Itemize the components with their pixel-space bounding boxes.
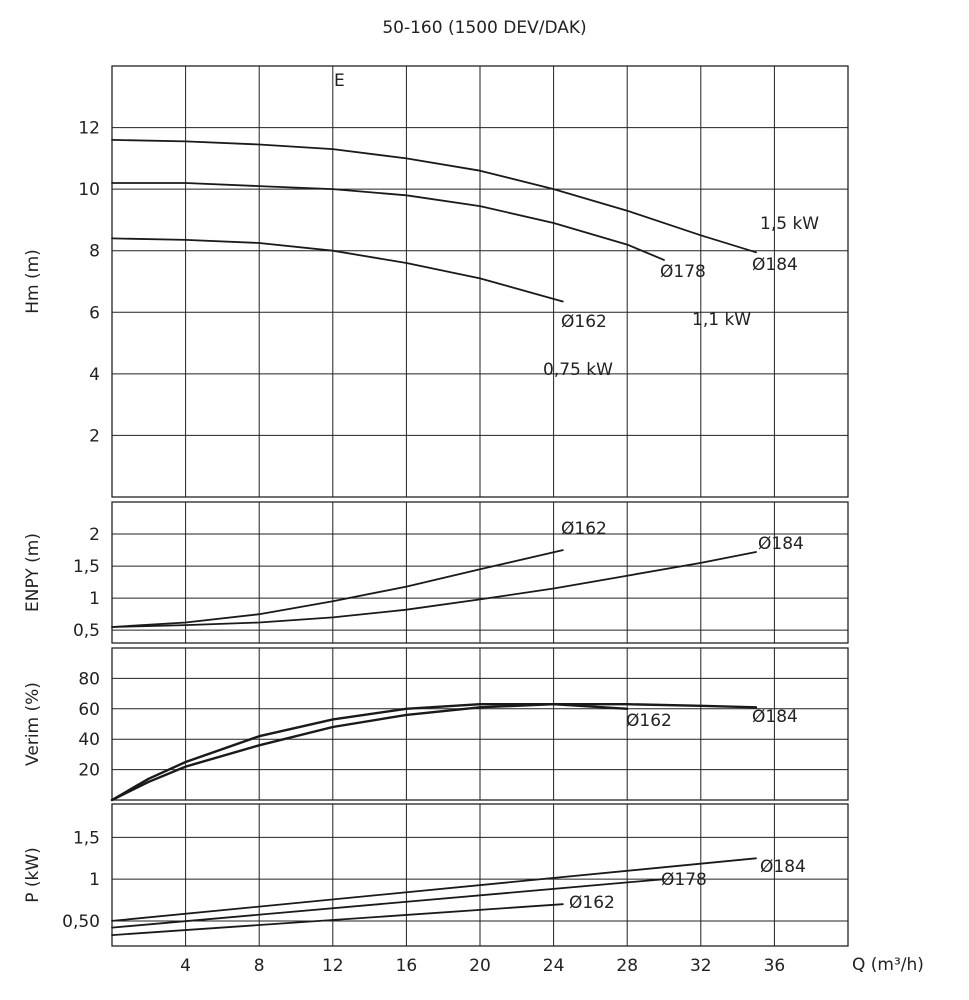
npsh-y-tick-label: 2 — [89, 525, 100, 545]
x-tick-label: 12 — [322, 956, 344, 976]
power-series-label: Ø162 — [569, 893, 615, 913]
head-y-tick-label: 6 — [89, 303, 100, 323]
motor-power-annotation: 0,75 kW — [543, 360, 613, 380]
npsh-curve — [111, 549, 564, 628]
head-y-tick-label: 4 — [89, 365, 100, 385]
head-y-tick-label: 2 — [89, 426, 100, 446]
head-annotation-e: E — [334, 71, 345, 91]
head-curve — [111, 182, 665, 261]
x-axis-label: Q (m³/h) — [852, 955, 924, 975]
head-curve — [111, 237, 564, 303]
chart-title: 50-160 (1500 DEV/DAK) — [382, 18, 587, 38]
npsh-y-tick-label: 1 — [89, 589, 100, 609]
npsh-y-tick-label: 0,5 — [73, 621, 100, 641]
power-series-label: Ø178 — [661, 870, 707, 890]
head-curve — [111, 139, 757, 254]
efficiency-curve — [110, 703, 758, 802]
head-series-label: Ø178 — [660, 262, 706, 282]
power-curve — [111, 878, 665, 929]
x-tick-label: 20 — [469, 956, 491, 976]
x-tick-label: 24 — [543, 956, 565, 976]
efficiency-y-axis-label: Verim (%) — [23, 682, 43, 766]
npsh-series-label: Ø184 — [758, 534, 804, 554]
power-curve — [111, 857, 757, 922]
power-y-tick-label: 0,50 — [62, 912, 100, 932]
npsh-y-axis-label: ENPY (m) — [23, 533, 43, 612]
head-series-label: Ø184 — [752, 255, 798, 275]
efficiency-curve — [110, 703, 629, 802]
npsh-series-label: Ø162 — [561, 519, 607, 539]
motor-power-annotation: 1,1 kW — [692, 310, 751, 330]
efficiency-series-label: Ø184 — [752, 707, 798, 727]
head-series-label: Ø162 — [561, 312, 607, 332]
power-curve — [111, 903, 564, 936]
head-y-tick-label: 10 — [78, 180, 100, 200]
head-y-axis-label: Hm (m) — [23, 249, 43, 314]
motor-power-annotation: 1,5 kW — [760, 214, 819, 234]
efficiency-y-tick-label: 80 — [78, 669, 100, 689]
efficiency-y-tick-label: 60 — [78, 700, 100, 720]
head-y-tick-label: 8 — [89, 242, 100, 262]
x-tick-label: 16 — [396, 956, 418, 976]
power-y-tick-label: 1 — [89, 870, 100, 890]
x-tick-label: 32 — [690, 956, 712, 976]
efficiency-series-label: Ø162 — [626, 711, 672, 731]
power-series-label: Ø184 — [760, 857, 806, 877]
x-tick-label: 36 — [764, 956, 786, 976]
npsh-y-tick-label: 1,5 — [73, 557, 100, 577]
power-y-tick-label: 1,5 — [73, 828, 100, 848]
efficiency-y-tick-label: 40 — [78, 730, 100, 750]
efficiency-y-tick-label: 20 — [78, 761, 100, 781]
x-tick-label: 28 — [616, 956, 638, 976]
x-tick-label: 4 — [180, 956, 191, 976]
npsh-curve — [111, 551, 757, 628]
head-y-tick-label: 12 — [78, 119, 100, 139]
x-tick-label: 8 — [254, 956, 265, 976]
power-y-axis-label: P (kW) — [23, 847, 43, 903]
